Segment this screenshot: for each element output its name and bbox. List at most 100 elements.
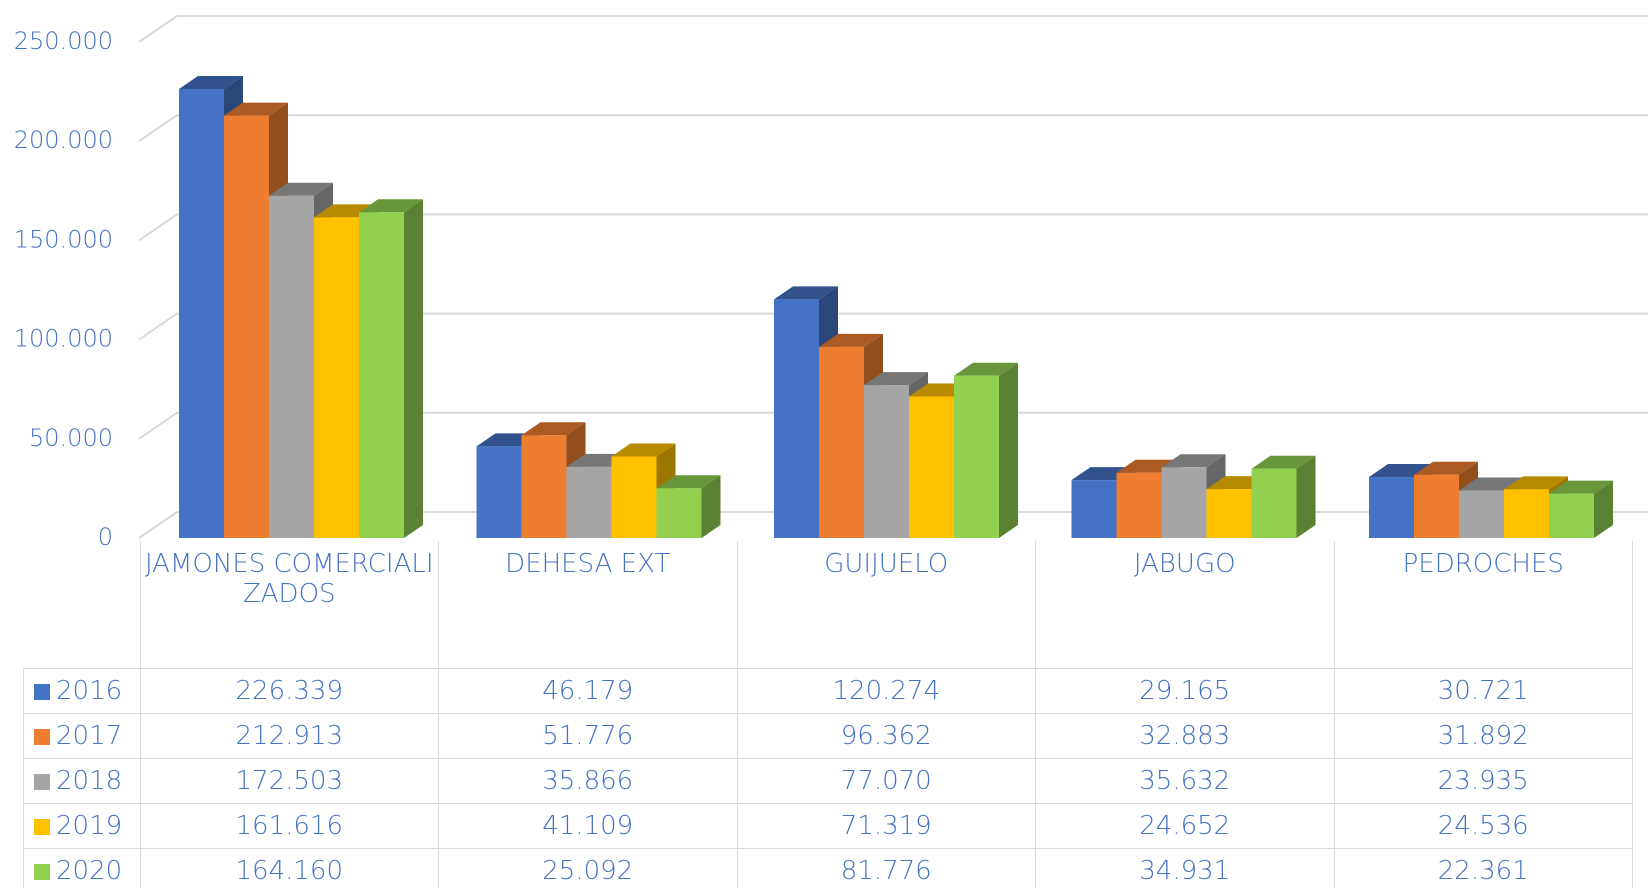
category-label: DEHESA EXT — [438, 541, 738, 669]
table-row: 2016 226.339 46.179 120.274 29.165 30.721 — [23, 668, 1633, 714]
bar-side — [1296, 455, 1316, 538]
table-value: 24.536 — [1333, 803, 1633, 849]
table-row: 2020 164.160 25.092 81.776 34.931 22.361 — [23, 848, 1633, 888]
bar — [954, 362, 1018, 538]
y-tick-label: 250.000 — [14, 27, 113, 55]
y-tick-label: 150.000 — [14, 225, 113, 253]
category-label: JABUGO — [1035, 541, 1335, 669]
table-header: JAMONES COMERCIALIZADOS DEHESA EXT GUIJUEL… — [23, 541, 1633, 669]
y-tick-label: 200.000 — [14, 126, 113, 154]
table-value: 22.361 — [1333, 848, 1633, 888]
table-value: 120.274 — [736, 668, 1036, 714]
bar-top — [224, 102, 288, 116]
bar-front — [1459, 490, 1504, 538]
bar-front — [566, 466, 612, 538]
bar-top — [1161, 454, 1226, 468]
table-value: 96.362 — [736, 713, 1036, 759]
table-value: 23.935 — [1333, 758, 1633, 804]
bar-front — [819, 346, 864, 538]
bar-top — [179, 75, 243, 89]
table-value: 25.092 — [438, 848, 738, 888]
bar — [656, 475, 721, 538]
bar-top — [1251, 455, 1316, 469]
table-value: 172.503 — [139, 758, 439, 804]
table-value: 212.913 — [139, 713, 439, 759]
bar-top — [521, 422, 586, 436]
bar-front — [1549, 493, 1594, 538]
y-tick-label: 50.000 — [29, 424, 113, 452]
category-label: PEDROCHES — [1333, 541, 1633, 669]
bar-front — [864, 385, 909, 538]
bar-front — [909, 396, 954, 538]
bar-top — [1459, 477, 1523, 491]
legend-key — [34, 818, 50, 835]
bar-front — [656, 488, 702, 538]
bar-front — [359, 212, 404, 538]
series-name: 2016 — [56, 676, 123, 706]
bar — [1251, 455, 1316, 538]
table-value: 226.339 — [139, 668, 439, 714]
series-name: 2018 — [56, 766, 123, 796]
bar-top — [864, 372, 928, 386]
series-name: 2020 — [56, 856, 123, 886]
category-label: JAMONES COMERCIALIZADOS — [139, 541, 439, 669]
legend-entry: 2018 — [23, 758, 141, 804]
bar-top — [774, 286, 838, 300]
table-value: 164.160 — [139, 848, 439, 888]
data-table: JAMONES COMERCIALIZADOS DEHESA EXT GUIJUEL… — [23, 541, 1633, 888]
table-row: 2017 212.913 51.776 96.362 32.883 31.892 — [23, 713, 1633, 759]
table-value: 32.883 — [1035, 713, 1335, 759]
grid-line — [138, 411, 1648, 440]
table-value: 31.892 — [1333, 713, 1633, 759]
table-value: 24.652 — [1035, 803, 1335, 849]
bar-front — [1161, 467, 1207, 538]
grid-line — [138, 312, 1648, 341]
y-tick-label: 100.000 — [14, 325, 113, 353]
bar-front — [1251, 468, 1297, 538]
table-value: 77.070 — [736, 758, 1036, 804]
table-value: 29.165 — [1035, 668, 1335, 714]
bar-front — [954, 375, 999, 538]
bar-top — [1414, 461, 1478, 475]
table-value: 81.776 — [736, 848, 1036, 888]
bar-top — [1504, 476, 1568, 490]
table-value: 161.616 — [139, 803, 439, 849]
bar-front — [1504, 489, 1549, 538]
legend-key — [34, 683, 50, 700]
bar-front — [1206, 489, 1252, 538]
bar-top — [359, 199, 423, 213]
bar-front — [269, 195, 314, 539]
table-row: 2018 172.503 35.866 77.070 35.632 23.935 — [23, 758, 1633, 804]
table-value: 41.109 — [438, 803, 738, 849]
legend-entry: 2020 — [23, 848, 141, 888]
table-value: 51.776 — [438, 713, 738, 759]
table-value: 35.866 — [438, 758, 738, 804]
bar-side — [999, 362, 1018, 538]
bar-top — [656, 475, 721, 489]
legend-entry: 2019 — [23, 803, 141, 849]
bar-side — [404, 199, 423, 538]
series-name: 2019 — [56, 811, 123, 841]
bar-side — [1594, 480, 1613, 538]
table-value: 35.632 — [1035, 758, 1335, 804]
bar-front — [314, 217, 359, 538]
legend-entry: 2017 — [23, 713, 141, 759]
bar-top — [269, 182, 333, 196]
table-value: 34.931 — [1035, 848, 1335, 888]
bar-front — [521, 435, 567, 538]
bar-front — [224, 115, 269, 539]
bar-front — [611, 456, 657, 538]
grid-line — [138, 213, 1648, 242]
grid-line — [138, 114, 1648, 143]
table-value: 71.319 — [736, 803, 1036, 849]
bar-front — [179, 88, 224, 538]
bar-side — [701, 475, 721, 538]
bar-front — [476, 446, 522, 538]
table-value: 46.179 — [438, 668, 738, 714]
bar-front — [1071, 480, 1117, 538]
bar-front — [1369, 477, 1414, 538]
bar-front — [1414, 474, 1459, 538]
bar — [1549, 480, 1613, 538]
